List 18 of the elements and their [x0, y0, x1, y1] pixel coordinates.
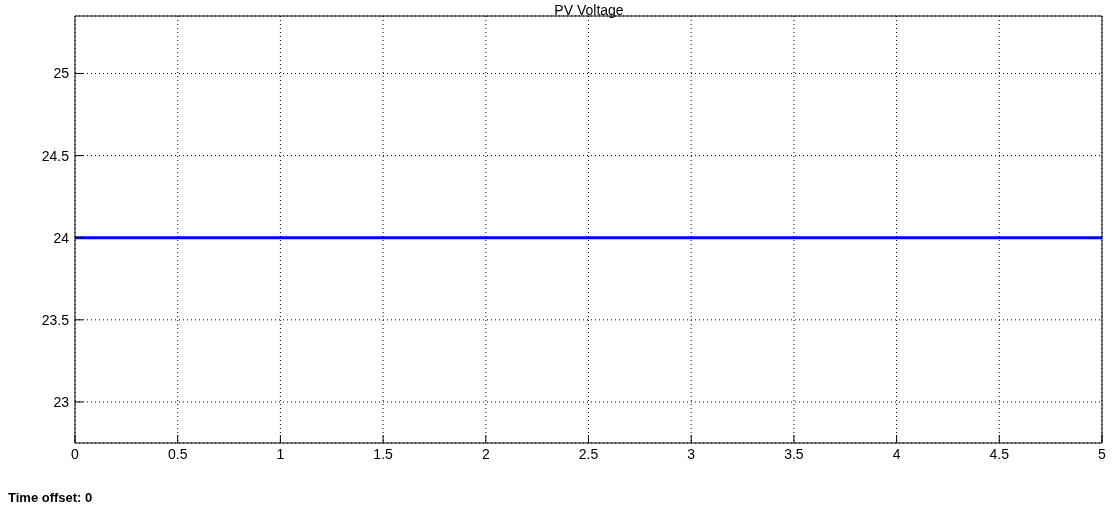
x-tick-label: 0 [71, 445, 80, 462]
x-tick-label: 3 [687, 445, 696, 462]
x-tick-label: 1.5 [373, 445, 394, 462]
y-tick-label: 25 [53, 65, 70, 82]
y-tick-label: 23 [53, 393, 70, 410]
x-tick-label: 2 [481, 445, 490, 462]
x-tick-label: 4.5 [989, 445, 1010, 462]
x-tick-label: 4 [892, 445, 901, 462]
x-tick-label: 2.5 [578, 445, 599, 462]
y-tick-label: 24 [53, 229, 70, 246]
x-tick-label: 3.5 [784, 445, 804, 462]
x-tick-label: 1 [276, 445, 285, 462]
x-tick-label: 0.5 [167, 445, 188, 462]
x-tick-label: 5 [1098, 445, 1107, 462]
y-tick-label: 23.5 [41, 311, 70, 328]
y-tick-label: 24.5 [41, 147, 70, 164]
chart-title: PV Voltage [553, 2, 625, 18]
text: Time offset: 0 [8, 490, 94, 505]
